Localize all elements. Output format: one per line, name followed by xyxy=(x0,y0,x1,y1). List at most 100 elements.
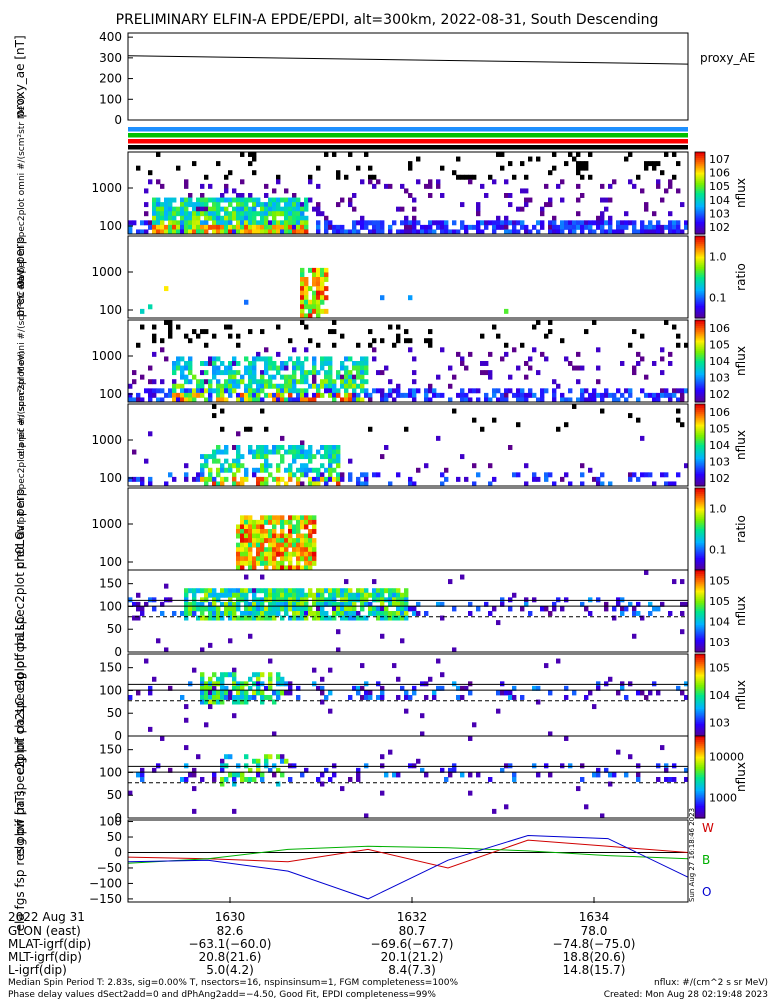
heatmap-cell xyxy=(348,472,353,478)
heatmap-cell xyxy=(220,476,225,482)
heatmap-cell xyxy=(300,272,305,278)
colorbar-swatch xyxy=(695,174,705,178)
heatmap-cell xyxy=(344,606,349,612)
heatmap-cell xyxy=(292,445,297,450)
heatmap-cell xyxy=(264,519,269,525)
heatmap-cell xyxy=(632,606,637,612)
heatmap-cell xyxy=(636,361,641,366)
heatmap-cell xyxy=(272,529,277,534)
heatmap-cell xyxy=(220,397,225,403)
heatmap-cell xyxy=(232,188,237,194)
heatmap-cell xyxy=(372,347,377,353)
heatmap-cell xyxy=(436,183,441,189)
heatmap-cell xyxy=(232,388,237,394)
heatmap-cell xyxy=(576,165,581,171)
colorbar-swatch xyxy=(695,207,705,210)
heatmap-cell xyxy=(284,449,289,455)
heatmap-cell xyxy=(304,281,309,287)
heatmap-cell xyxy=(292,588,297,594)
heatmap-cell xyxy=(340,597,345,603)
heatmap-cell xyxy=(296,685,301,691)
heatmap-cell xyxy=(500,220,505,226)
heatmap-cell xyxy=(516,392,521,398)
heatmap-cell xyxy=(500,392,505,398)
heatmap-cell xyxy=(212,615,217,621)
heatmap-cell xyxy=(184,379,189,385)
heatmap-cell xyxy=(440,347,445,353)
heatmap-cell xyxy=(276,542,281,548)
heatmap-cell xyxy=(244,515,249,521)
heatmap-cell xyxy=(560,338,565,344)
heatmap-cell xyxy=(288,588,293,594)
heatmap-cell xyxy=(248,392,253,398)
heatmap-cell xyxy=(456,174,461,180)
heatmap-cell xyxy=(184,745,189,751)
heatmap-cell xyxy=(272,220,277,226)
heatmap-cell xyxy=(256,556,261,562)
heatmap-cell xyxy=(560,179,565,185)
heatmap-cell xyxy=(608,481,613,487)
heatmap-cell xyxy=(264,449,269,455)
heatmap-cell xyxy=(524,463,529,469)
heatmap-cell xyxy=(284,361,289,366)
heatmap-cell xyxy=(236,458,241,464)
heatmap-cell xyxy=(316,313,321,319)
colorbar-swatch xyxy=(695,742,705,745)
colorbar-swatch xyxy=(695,582,705,585)
heatmap-cell xyxy=(292,383,297,389)
heatmap-cell xyxy=(664,777,669,782)
heatmap-cell xyxy=(400,206,405,212)
heatmap-cell xyxy=(360,215,365,221)
colorbar-swatch xyxy=(695,748,705,751)
heatmap-cell xyxy=(232,197,237,203)
heatmap-cell xyxy=(176,356,181,362)
heatmap-cell xyxy=(452,220,457,226)
heatmap-cell xyxy=(680,229,685,235)
heatmap-cell xyxy=(340,224,345,230)
heatmap-cell xyxy=(532,324,537,330)
heatmap-cell xyxy=(236,467,241,473)
heatmap-cell xyxy=(256,224,261,230)
colorbar-frame xyxy=(694,151,706,235)
heatmap-cell xyxy=(408,388,413,394)
heatmap-cell xyxy=(432,690,437,696)
heatmap-cell xyxy=(368,229,373,235)
heatmap-cell xyxy=(260,211,265,217)
heatmap-cell xyxy=(240,152,245,157)
heatmap-cell xyxy=(480,361,485,366)
heatmap-cell xyxy=(380,370,385,376)
heatmap-cell xyxy=(356,370,361,376)
colorbar-frame xyxy=(694,319,706,403)
heatmap-cell xyxy=(300,611,305,616)
heatmap-cell xyxy=(224,611,229,616)
heatmap-cell xyxy=(316,229,321,235)
heatmap-cell xyxy=(280,606,285,612)
colorbar-swatch xyxy=(695,496,705,499)
colorbar-swatch xyxy=(695,461,705,465)
heatmap-cell xyxy=(376,224,381,230)
heatmap-cell xyxy=(584,224,589,230)
colorbar-swatch xyxy=(695,561,705,565)
y-axis-label: elg pif pa spec2plot ch1LC xyxy=(13,615,27,774)
heatmap-cell xyxy=(296,565,301,571)
heatmap-cell xyxy=(348,615,353,621)
heatmap-cell xyxy=(384,597,389,603)
colorbar-swatch xyxy=(695,713,705,717)
heatmap-cell xyxy=(324,224,329,230)
heatmap-cell xyxy=(344,365,349,371)
heatmap-cell xyxy=(452,647,457,653)
heatmap-cell xyxy=(424,224,429,230)
heatmap-cell xyxy=(180,370,185,376)
heatmap-cell xyxy=(276,202,281,208)
heatmap-cell xyxy=(236,379,241,385)
heatmap-cell xyxy=(268,615,273,621)
heatmap-cell xyxy=(604,206,609,212)
colorbar-swatch xyxy=(695,549,705,553)
heatmap-cell xyxy=(452,229,457,235)
heatmap-cell xyxy=(332,588,337,594)
heatmap-cell xyxy=(648,224,653,230)
heatmap-cell xyxy=(324,615,329,621)
heatmap-cell xyxy=(328,467,333,473)
heatmap-cell xyxy=(448,229,453,235)
heatmap-cell xyxy=(280,361,285,366)
